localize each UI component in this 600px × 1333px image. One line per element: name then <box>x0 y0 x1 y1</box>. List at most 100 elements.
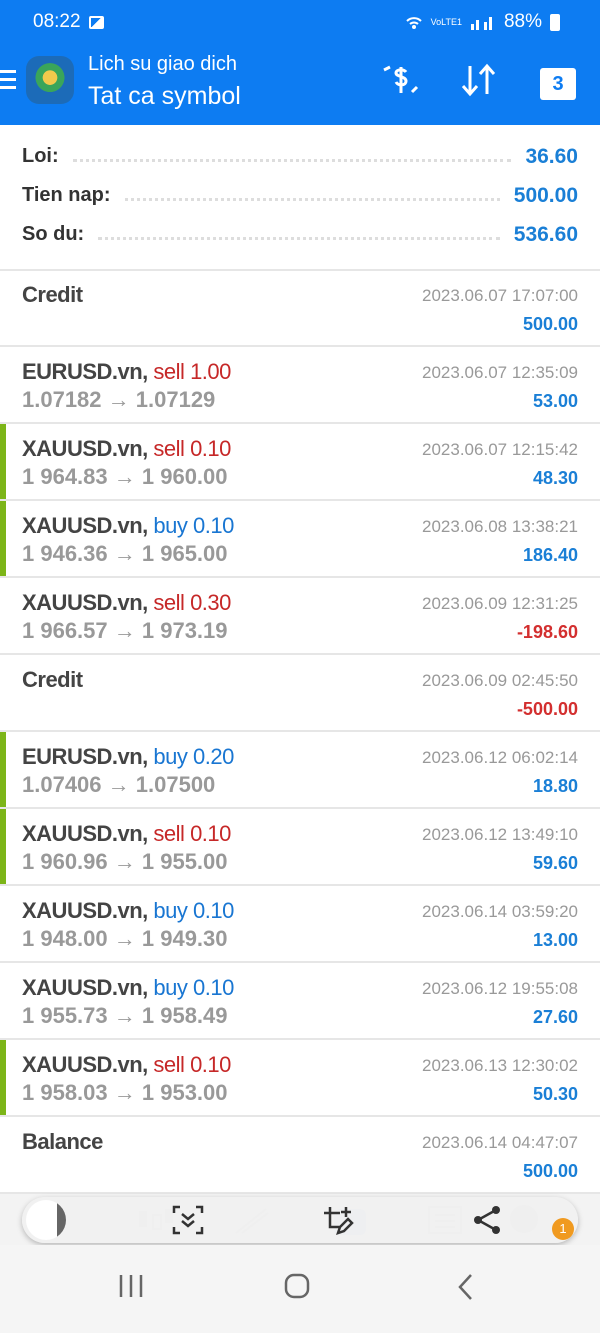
deal-profit: -198.60 <box>516 622 578 642</box>
deal-prices: 1 948.00 → 1 949.30 <box>22 926 228 951</box>
deal-row[interactable]: 1.07182 → 1.07129 EURUSD.vn, sell 1.00 202… <box>0 347 600 424</box>
home-icon[interactable] <box>284 1273 312 1301</box>
deal-row[interactable]: 1 964.83 → 1 960.00 XAUUSD.vn, sell 0.10 2… <box>0 424 600 501</box>
deal-row[interactable]: 1.07406 → 1.07500 EURUSD.vn, buy 0.20 2023… <box>0 732 600 809</box>
summary-label: Tien nap: <box>22 184 111 206</box>
deal-symbol: EURUSD.vn, <box>22 359 148 384</box>
deal-volume: 1.00 <box>190 359 231 384</box>
summary-balance: So du: 536.60 <box>22 215 578 254</box>
recent-apps-icon[interactable] <box>118 1273 144 1299</box>
deal-row[interactable]: 1 946.36 → 1 965.00 XAUUSD.vn, buy 0.10 20… <box>0 501 600 578</box>
deal-profit: -500.00 <box>516 699 578 719</box>
close-price: 1 955.00 <box>141 849 228 874</box>
currency-exchange-icon[interactable] <box>380 62 420 98</box>
deal-prices: 1 958.03 → 1 953.00 <box>22 1080 228 1105</box>
deal-action: buy <box>153 744 188 769</box>
deal-time: 2023.06.13 12:30:02 <box>422 1056 578 1075</box>
close-price: 1.07129 <box>135 387 216 412</box>
deal-time: 2023.06.14 04:47:07 <box>422 1133 578 1152</box>
open-price: 1 946.36 <box>22 541 108 566</box>
deal-volume: 0.10 <box>190 1052 231 1077</box>
deal-volume: 0.10 <box>193 898 234 923</box>
deal-volume: 0.30 <box>190 590 231 615</box>
deal-symbol: XAUUSD.vn, <box>22 821 148 846</box>
deal-profit: 500.00 <box>522 314 578 334</box>
deal-row[interactable]: 1 966.57 → 1 973.19 XAUUSD.vn, sell 0.30 2… <box>0 578 600 655</box>
wifi-icon <box>405 17 422 29</box>
deal-title: XAUUSD.vn, buy 0.10 <box>22 975 234 1001</box>
deal-symbol: Credit <box>22 282 83 307</box>
share-icon[interactable] <box>472 1205 504 1235</box>
deal-action: buy <box>153 898 188 923</box>
deal-row[interactable]: 1 955.73 → 1 958.49 XAUUSD.vn, buy 0.10 20… <box>0 963 600 1040</box>
deal-symbol: XAUUSD.vn, <box>22 975 148 1000</box>
clock: 08:22 <box>33 11 81 32</box>
deal-profit: 500.00 <box>522 1161 578 1181</box>
deal-row[interactable]: 1 948.00 → 1 949.30 XAUUSD.vn, buy 0.10 20… <box>0 886 600 963</box>
deal-title: Credit <box>22 667 83 693</box>
signal-icon <box>470 17 492 30</box>
close-price: 1 973.19 <box>141 618 228 643</box>
deal-profit: 48.30 <box>532 468 578 488</box>
screenshot-thumbnail[interactable] <box>26 1200 66 1240</box>
crop-edit-icon[interactable] <box>322 1205 354 1235</box>
deal-prices: 1 955.73 → 1 958.49 <box>22 1003 228 1028</box>
open-price: 1 966.57 <box>22 618 108 643</box>
deal-action: sell <box>153 359 185 384</box>
deal-title: XAUUSD.vn, sell 0.30 <box>22 590 231 616</box>
deal-action: sell <box>153 821 185 846</box>
close-price: 1 965.00 <box>141 541 228 566</box>
deal-time: 2023.06.08 13:38:21 <box>422 517 578 536</box>
back-icon[interactable] <box>456 1273 476 1301</box>
deal-row[interactable]: Balance 2023.06.14 04:47:07 500.00 <box>0 1117 600 1194</box>
close-price: 1 960.00 <box>141 464 228 489</box>
open-price: 1.07182 <box>22 387 102 412</box>
deal-title: XAUUSD.vn, buy 0.10 <box>22 898 234 924</box>
calendar-day: 3 <box>552 73 564 95</box>
network-label: VoLTE1 <box>430 17 462 27</box>
deal-time: 2023.06.09 02:45:50 <box>422 671 578 690</box>
scroll-capture-icon[interactable] <box>172 1205 204 1235</box>
deal-action: buy <box>153 513 188 538</box>
deal-volume: 0.10 <box>190 436 231 461</box>
calendar-icon[interactable]: 3 <box>540 68 576 100</box>
deal-profit: 27.60 <box>532 1007 578 1027</box>
deal-symbol: XAUUSD.vn, <box>22 1052 148 1077</box>
status-bar: 08:22 VoLTE1 88% <box>33 8 560 36</box>
deal-time: 2023.06.14 03:59:20 <box>422 902 578 921</box>
summary-value: 500.00 <box>513 183 578 207</box>
summary-deposit: Tien nap: 500.00 <box>22 176 578 215</box>
deal-profit: 50.30 <box>532 1084 578 1104</box>
deal-profit: 53.00 <box>532 391 578 411</box>
deal-volume: 0.20 <box>193 744 234 769</box>
deal-time: 2023.06.07 17:07:00 <box>422 286 578 305</box>
deal-row[interactable]: Credit 2023.06.07 17:07:00 500.00 <box>0 270 600 347</box>
deal-profit: 186.40 <box>522 545 578 565</box>
sort-icon[interactable] <box>460 62 498 98</box>
deal-title: XAUUSD.vn, sell 0.10 <box>22 821 231 847</box>
battery-icon <box>550 13 560 31</box>
deal-profit: 13.00 <box>532 930 578 950</box>
deal-symbol: XAUUSD.vn, <box>22 898 148 923</box>
deal-row[interactable]: 1 960.96 → 1 955.00 XAUUSD.vn, sell 0.10 2… <box>0 809 600 886</box>
deal-title: EURUSD.vn, buy 0.20 <box>22 744 234 770</box>
summary-label: Loi: <box>22 145 59 167</box>
deal-row[interactable]: Credit 2023.06.09 02:45:50 -500.00 <box>0 655 600 732</box>
deal-row[interactable]: 1 958.03 → 1 953.00 XAUUSD.vn, sell 0.10 2… <box>0 1040 600 1117</box>
open-price: 1 948.00 <box>22 926 108 951</box>
deal-title: XAUUSD.vn, sell 0.10 <box>22 436 231 462</box>
deal-time: 2023.06.12 06:02:14 <box>422 748 578 767</box>
deal-symbol: XAUUSD.vn, <box>22 436 148 461</box>
menu-icon[interactable] <box>0 70 16 94</box>
deal-action: buy <box>153 975 188 1000</box>
deal-profit: 18.80 <box>532 776 578 796</box>
deal-time: 2023.06.12 19:55:08 <box>422 979 578 998</box>
app-header: 08:22 VoLTE1 88% Lich su giao dich Tat c… <box>0 0 600 125</box>
deal-symbol: XAUUSD.vn, <box>22 513 148 538</box>
header-title[interactable]: Tat ca symbol <box>88 82 241 110</box>
open-price: 1 958.03 <box>22 1080 108 1105</box>
open-price: 1 955.73 <box>22 1003 108 1028</box>
deal-volume: 0.10 <box>193 513 234 538</box>
summary-value: 36.60 <box>525 144 578 168</box>
deal-title: XAUUSD.vn, sell 0.10 <box>22 1052 231 1078</box>
